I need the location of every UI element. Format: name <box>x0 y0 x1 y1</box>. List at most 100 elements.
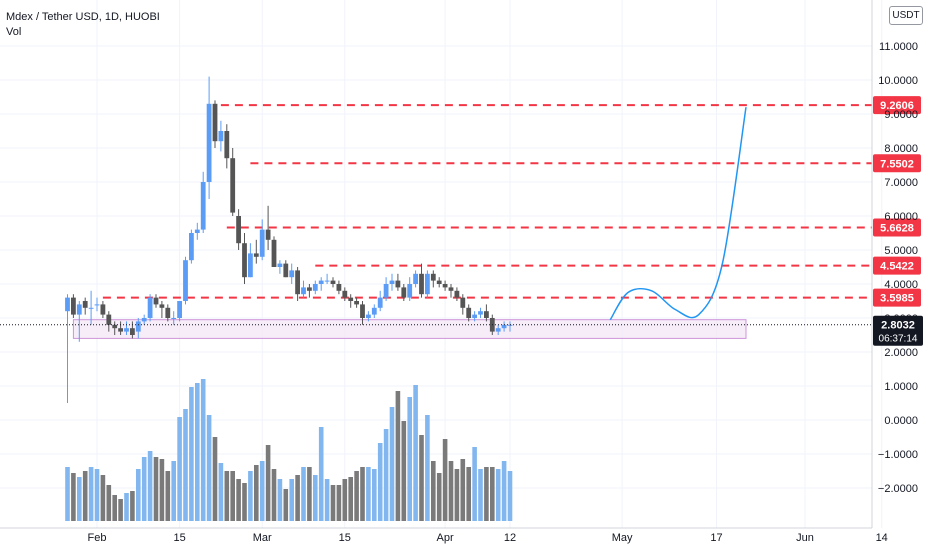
candle-body <box>171 318 177 319</box>
y-tick-label: −2.0000 <box>878 483 918 495</box>
volume-bar <box>136 469 141 521</box>
candle-body <box>460 297 466 308</box>
candle-body <box>277 263 283 267</box>
volume-bar <box>195 383 200 521</box>
volume-bar <box>301 467 306 521</box>
candle-body <box>289 270 295 278</box>
support-zone[interactable] <box>72 319 747 339</box>
support-zone-rect <box>72 319 747 339</box>
candle-body <box>454 290 460 298</box>
volume-bar <box>377 443 383 521</box>
x-tick-label: 14 <box>876 532 888 544</box>
volume-bar <box>189 387 194 521</box>
volume-bar <box>183 409 188 521</box>
candle-body <box>218 131 224 142</box>
projection-curve[interactable] <box>609 107 747 321</box>
candle-body <box>183 260 188 301</box>
x-tick-label: 17 <box>710 532 722 544</box>
volume-bar <box>401 421 407 521</box>
candle-body <box>165 307 171 318</box>
volume-bar <box>360 467 365 521</box>
level-badge-label: 7.5502 <box>880 158 914 170</box>
level-badge-label: 4.5422 <box>880 261 914 273</box>
x-tick-label: May <box>612 532 633 544</box>
candle-body <box>242 243 247 278</box>
candle-body <box>442 284 448 288</box>
volume-bar <box>165 471 171 521</box>
candle-body <box>236 216 241 244</box>
candle-body <box>194 229 200 233</box>
candle-body <box>501 324 507 329</box>
level-badge-label: 5.6628 <box>880 222 914 234</box>
last-price-label: 2.8032 <box>881 320 915 332</box>
volume-bar <box>230 471 235 521</box>
price-levels[interactable]: 9.2606 7.5502 5.6628 4.5422 3.5985 <box>102 96 921 307</box>
volume-bar <box>484 467 489 521</box>
level-badge <box>873 96 921 115</box>
volume-bar <box>425 415 430 521</box>
candle-body <box>360 304 365 318</box>
volume-bar <box>118 499 123 521</box>
y-tick-label: 5.0000 <box>884 245 918 257</box>
volume-bar <box>366 467 371 521</box>
candle-body <box>71 297 76 315</box>
candle-body <box>466 307 472 318</box>
volume-label[interactable]: Vol <box>6 26 22 38</box>
level-badge <box>873 154 921 173</box>
candle-body <box>366 314 371 318</box>
volume-bar <box>71 473 76 521</box>
x-tick-label: 15 <box>173 532 185 544</box>
y-tick-label: 1.0000 <box>884 381 918 393</box>
candle-body <box>100 304 106 315</box>
candle-body <box>448 287 454 291</box>
candle-body <box>130 328 135 335</box>
volume-bar <box>324 479 330 521</box>
candle-body <box>283 263 289 278</box>
volume-bar <box>112 495 117 521</box>
volume-bar <box>507 471 513 521</box>
level-badge-label: 3.5985 <box>880 293 914 305</box>
volume-bar <box>88 467 94 521</box>
volume-bar <box>383 429 389 521</box>
candle-body <box>383 284 389 298</box>
grid <box>0 0 883 528</box>
volume-bar <box>295 475 300 521</box>
y-tick-label: 0.0000 <box>884 415 918 427</box>
candle-body <box>206 103 212 182</box>
candle-body <box>330 280 336 284</box>
x-tick-label: 12 <box>504 532 516 544</box>
candle-body <box>259 229 265 257</box>
volume-bar <box>495 469 501 521</box>
y-tick-label: 4.0000 <box>884 279 918 291</box>
volume-bar <box>153 457 159 521</box>
volume-bar <box>460 459 466 521</box>
volume-bar <box>419 435 424 521</box>
candle-body <box>495 328 501 332</box>
y-tick-label: −1.0000 <box>878 449 918 461</box>
candle-body <box>147 297 153 318</box>
candle-body <box>271 239 277 267</box>
candle-body <box>401 287 407 298</box>
volume-bar <box>501 461 507 521</box>
candle-body <box>436 280 442 284</box>
volume-bar <box>478 469 483 521</box>
x-tick-label: Apr <box>437 532 454 544</box>
candle-body <box>253 253 259 257</box>
volume-bar <box>289 479 294 521</box>
volume-bar <box>106 485 112 521</box>
volume-bar <box>395 391 401 521</box>
x-tick-label: Feb <box>88 532 107 544</box>
candle-body <box>301 287 306 295</box>
volume-bar <box>466 467 471 521</box>
currency-button[interactable]: USDT <box>889 6 923 25</box>
candle-body <box>76 304 82 315</box>
candle-body <box>430 273 436 281</box>
candle-body <box>295 270 300 295</box>
volume-bar <box>490 467 495 521</box>
candle-body <box>324 280 330 282</box>
symbol-title[interactable]: Mdex / Tether USD, 1D, HUOBI <box>6 11 160 23</box>
volume-bar <box>277 479 283 521</box>
candle-body <box>395 280 401 288</box>
level-badge <box>873 256 921 275</box>
